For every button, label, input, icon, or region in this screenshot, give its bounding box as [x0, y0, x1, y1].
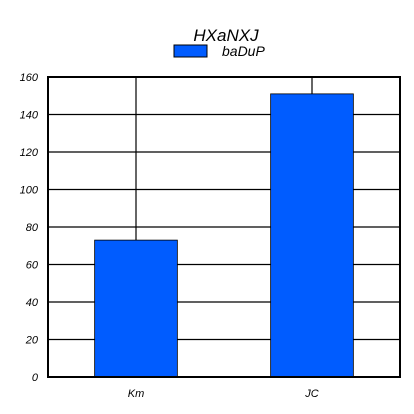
y-tick-label: 140: [20, 110, 39, 122]
x-tick-label: JC: [304, 388, 319, 400]
y-tick-label: 120: [20, 147, 39, 159]
y-tick-label: 100: [20, 185, 39, 197]
y-tick-label: 20: [25, 335, 39, 347]
bar-Km: [94, 239, 178, 378]
y-tick-label: 60: [26, 260, 39, 272]
chart-title: HXaNXJ: [193, 26, 259, 45]
plot-frame: [47, 76, 401, 378]
y-tick-label: 160: [20, 72, 39, 84]
bar-JC: [270, 93, 354, 378]
legend: baDuP: [173, 43, 265, 59]
legend-swatch: [173, 44, 208, 58]
y-tick-label: 0: [32, 372, 39, 384]
y-tick-label: 40: [26, 297, 39, 309]
y-axis: 0 20 40 60 80 100 120 140 160: [20, 72, 39, 384]
legend-label: baDuP: [222, 43, 265, 59]
x-tick-label: Km: [128, 388, 145, 400]
y-tick-label: 80: [26, 222, 39, 234]
x-axis: Km JC: [128, 388, 319, 400]
bars: [94, 93, 354, 378]
